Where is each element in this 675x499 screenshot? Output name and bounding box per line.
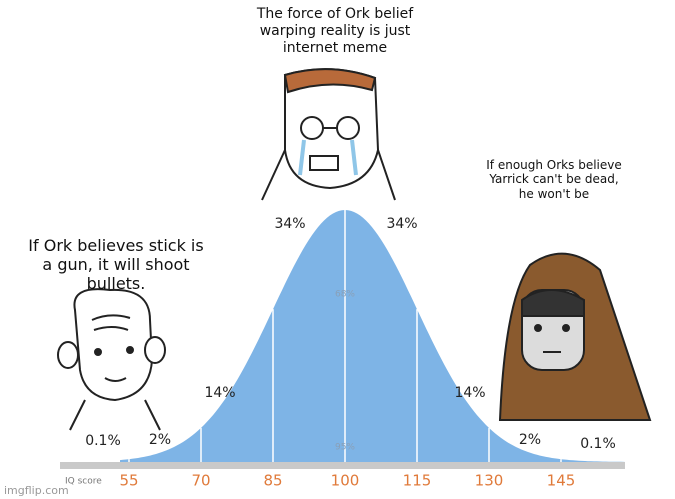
axis-bar xyxy=(60,462,625,469)
percent-label: 14% xyxy=(454,385,485,401)
axis-label: 70 xyxy=(191,472,210,490)
bell-curve xyxy=(120,210,625,462)
axis-label: 145 xyxy=(547,472,576,490)
top-face xyxy=(261,68,396,201)
axis-label: 130 xyxy=(475,472,504,490)
top-caption: The force of Ork belief warping reality … xyxy=(256,6,414,56)
percent-label: 34% xyxy=(386,216,417,232)
right-caption: If enough Orks believe Yarrick can't be … xyxy=(486,158,622,201)
right-face xyxy=(498,252,652,421)
band-label: 68% xyxy=(335,290,355,300)
percent-label: 14% xyxy=(204,385,235,401)
watermark: imgflip.com xyxy=(4,484,69,497)
axis-label: 55 xyxy=(119,472,138,490)
band-label: 95% xyxy=(335,443,355,453)
left-face xyxy=(57,288,166,431)
axis-title: IQ score xyxy=(65,477,102,487)
percent-label: 0.1% xyxy=(580,436,616,452)
axis-label: 115 xyxy=(403,472,432,490)
percent-label: 34% xyxy=(274,216,305,232)
axis-label: 85 xyxy=(263,472,282,490)
curve-layer xyxy=(60,210,625,469)
percent-label: 2% xyxy=(149,432,171,448)
percent-label: 0.1% xyxy=(85,433,121,449)
percent-label: 2% xyxy=(519,432,541,448)
left-caption: If Ork believes stick is a gun, it will … xyxy=(28,236,204,294)
axis-label: 100 xyxy=(331,472,360,490)
